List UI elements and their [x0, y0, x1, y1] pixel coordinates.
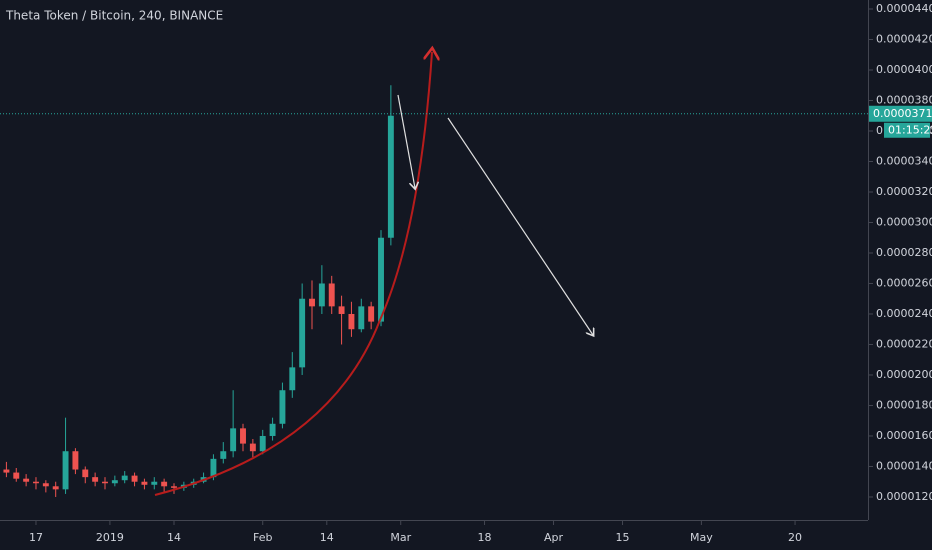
- candle-body: [358, 306, 365, 330]
- x-tick-label: 2019: [96, 531, 124, 544]
- y-tick-label: 0.00002000: [876, 368, 932, 381]
- y-tick-label: 0.00002200: [876, 337, 932, 350]
- x-tick-label: 18: [478, 531, 492, 544]
- y-tick-label: 0.00002400: [876, 307, 932, 320]
- candle-body: [269, 423, 276, 436]
- candle-body: [111, 480, 118, 484]
- candle-body: [378, 237, 384, 322]
- y-tick-label: 0.00001400: [876, 459, 932, 472]
- candle-body: [328, 283, 335, 307]
- x-tick-label: 17: [29, 531, 43, 544]
- countdown-tag: [884, 122, 930, 138]
- candle-body: [92, 477, 99, 482]
- y-tick-label: 0.00002800: [876, 246, 932, 259]
- candle-body: [13, 472, 20, 479]
- price-tag: [869, 105, 932, 122]
- candle-body: [82, 469, 89, 478]
- countdown-label: 01:15:25: [888, 123, 932, 136]
- candle-body: [220, 451, 227, 459]
- candle-body: [72, 451, 79, 470]
- candle-body: [289, 367, 296, 391]
- candle-body: [62, 451, 69, 490]
- candle-body: [42, 483, 49, 487]
- chart-title: Theta Token / Bitcoin, 240, BINANCE: [5, 9, 223, 23]
- y-tick-label: 0.00001800: [876, 398, 932, 411]
- curve-drawing: [154, 52, 432, 496]
- candle-body: [299, 298, 306, 368]
- x-tick-label: Feb: [253, 531, 272, 544]
- candle-body: [318, 283, 325, 307]
- y-tick-label: 0.00004400: [876, 2, 932, 15]
- arrow-drawing: [447, 117, 593, 335]
- candle-body: [3, 469, 10, 473]
- x-tick-label: May: [690, 531, 713, 544]
- candle-body: [387, 115, 394, 238]
- candle-body: [161, 481, 168, 487]
- y-tick-label: 0.00001600: [876, 429, 932, 442]
- candle-body: [131, 475, 138, 482]
- y-tick-label: 0.00004200: [876, 32, 932, 45]
- plot: [3, 85, 394, 497]
- x-tick-label: 20: [788, 531, 802, 544]
- y-tick-label: 0.00003200: [876, 185, 932, 198]
- candle-body: [52, 486, 59, 490]
- y-tick-label: 0.00003400: [876, 154, 932, 167]
- candle-body: [141, 481, 148, 485]
- candle-body: [368, 306, 375, 322]
- y-tick-label: 0.00003800: [876, 93, 932, 106]
- y-tick-label: 0.00001200: [876, 490, 932, 503]
- candle-body: [210, 458, 217, 478]
- candle-body: [102, 481, 108, 484]
- candle-body: [33, 481, 39, 484]
- y-tick-label: 0.00004000: [876, 63, 932, 76]
- x-tick-label: 15: [616, 531, 630, 544]
- candle-body: [348, 313, 355, 330]
- candle-body: [259, 435, 266, 452]
- x-tick-label: 14: [320, 531, 334, 544]
- y-tick-label: 0.00002600: [876, 276, 932, 289]
- arrow-drawing: [397, 94, 415, 188]
- candle-body: [249, 443, 256, 452]
- candle-body: [121, 475, 128, 481]
- price-tag-label: 0.00003713: [873, 107, 932, 120]
- candle-body: [279, 390, 286, 424]
- candle-body: [171, 486, 177, 488]
- candle-body: [151, 481, 158, 485]
- x-tick-label: 14: [167, 531, 181, 544]
- x-tick-label: Apr: [544, 531, 564, 544]
- candle-body: [230, 428, 237, 452]
- candle-body: [240, 428, 246, 444]
- candle-body: [309, 298, 315, 307]
- y-tick-label: 0.00003000: [876, 215, 932, 228]
- candle-body: [23, 478, 30, 482]
- x-tick-label: Mar: [390, 531, 411, 544]
- candle-body: [338, 306, 345, 314]
